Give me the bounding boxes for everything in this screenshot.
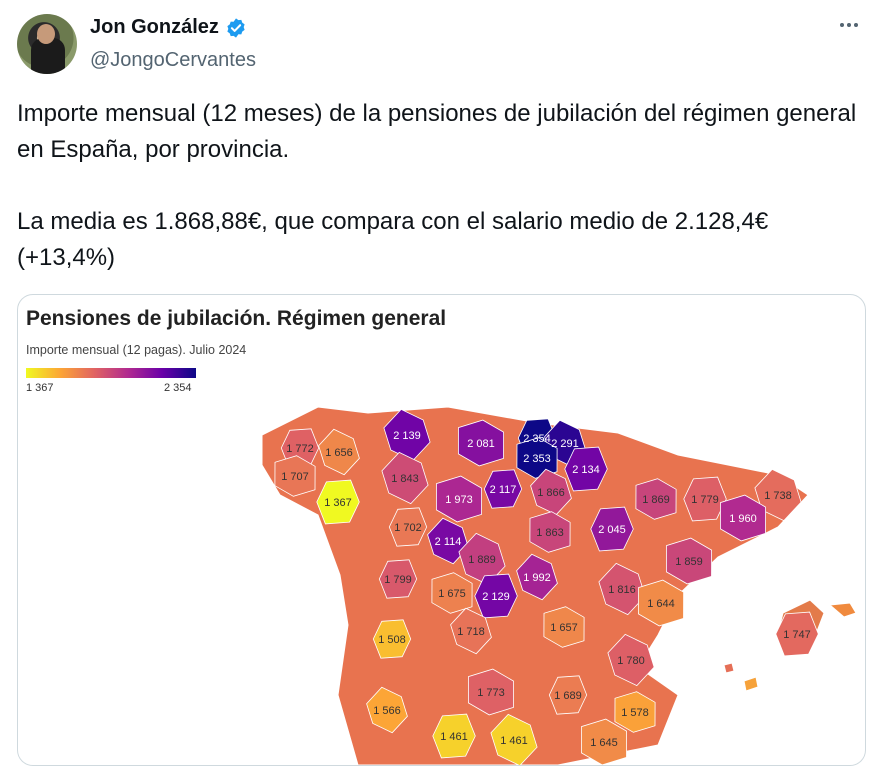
province-value-label: 1 779 [691,494,719,506]
province-shape [316,479,360,525]
province-value-label: 1 566 [373,705,401,717]
province-shape [474,573,518,619]
province-shape [598,562,646,616]
more-options-icon[interactable] [836,12,862,38]
province-value-label: 1 689 [554,690,582,702]
province-shape [366,686,408,734]
province-value-label: 1 960 [729,513,757,525]
province-value-label: 1 645 [590,737,618,749]
province-value-label: 1 718 [457,626,485,638]
province-shape [637,579,685,627]
province-shape [543,606,585,648]
province-shape [435,475,483,523]
province-shape [683,476,727,522]
province-shape [450,607,492,655]
province-value-label: 1 863 [536,527,564,539]
verified-badge-icon [227,17,245,38]
map-title: Pensiones de jubilación. Régimen general [26,307,447,330]
author-name[interactable]: Jon González [90,16,219,38]
province-value-label: 1 656 [325,447,353,459]
province-shape [529,511,571,553]
province-value-label: 1 859 [675,556,703,568]
province-shape [372,619,412,659]
province-value-label: 2 045 [598,524,626,536]
province-value-label: 2 139 [393,430,421,442]
author-handle[interactable]: @JongoCervantes [90,49,256,71]
province-shape [719,494,767,542]
province-value-label: 1 707 [281,471,309,483]
province-value-label: 1 657 [550,622,578,634]
province-value-label: 2 114 [435,536,462,548]
province-shape [431,572,473,614]
author-avatar[interactable] [17,14,77,74]
province-value-label: 1 367 [324,497,352,509]
province-shape [427,517,469,565]
legend-min-label: 1 367 [26,382,54,394]
province-shape [635,478,677,520]
province-shape [516,437,558,479]
province-shape [590,506,634,552]
avatar-body [31,38,65,74]
province-value-label: 1 738 [764,490,792,502]
legend-max-label: 2 354 [164,382,192,394]
province-shape [457,419,505,467]
province-value-label: 1 992 [523,572,551,584]
province-value-label: 1 973 [445,494,473,506]
province-value-label: 1 889 [468,554,496,566]
province-shape [564,446,608,492]
province-shape [483,469,523,509]
author-name-row[interactable]: Jon González [90,16,247,39]
avatar-head [37,24,55,44]
island-shape [828,602,857,618]
province-shape [665,537,713,585]
province-shape [614,691,656,733]
province-value-label: 1 747 [783,629,811,641]
province-shape [388,507,428,547]
province-shape [274,455,316,497]
province-value-label: 1 866 [537,487,565,499]
province-shape [516,553,558,601]
province-value-label: 1 461 [500,735,528,747]
province-value-label: 2 354 [523,433,551,445]
province-shape [548,675,588,715]
province-value-label: 1 644 [647,598,675,610]
province-value-label: 2 081 [467,438,495,450]
province-value-label: 1 772 [286,443,314,455]
tweet-text-paragraph-1: Importe mensual (12 meses) de la pension… [17,100,857,163]
province-value-label: 1 843 [391,473,419,485]
media-image[interactable]: Pensiones de jubilación. Régimen general… [17,294,866,766]
province-value-label: 1 869 [642,494,670,506]
island-shape [743,676,759,692]
province-value-label: 1 816 [608,584,636,596]
province-value-label: 1 675 [438,588,466,600]
province-shape [775,611,819,657]
province-shape [378,559,418,599]
province-value-label: 1 702 [394,522,422,534]
province-value-label: 2 134 [572,464,600,476]
province-shape [754,468,802,522]
province-value-label: 2 291 [551,438,579,450]
province-shape [381,451,429,505]
province-value-label: 1 508 [378,634,406,646]
tweet-text-paragraph-2: La media es 1.868,88€, que compara con e… [17,208,769,271]
spain-province-map: 1 772 1 656 1 707 1 367 2 139 2 081 2 354 2 291… [261,406,857,765]
province-shape [607,633,655,687]
province-value-label: 1 799 [384,574,412,586]
province-value-label: 2 117 [490,484,517,496]
province-value-label: 1 773 [477,687,505,699]
province-value-label: 1 780 [617,655,645,667]
province-value-label: 2 353 [523,453,551,465]
province-shape [318,428,360,476]
province-shape [467,668,515,716]
province-value-label: 2 129 [482,591,510,603]
map-subtitle: Importe mensual (12 pagas). Julio 2024 [26,343,247,357]
color-legend [26,368,196,378]
province-value-label: 1 461 [440,731,468,743]
island-shape [723,662,735,674]
province-value-label: 1 578 [621,707,649,719]
